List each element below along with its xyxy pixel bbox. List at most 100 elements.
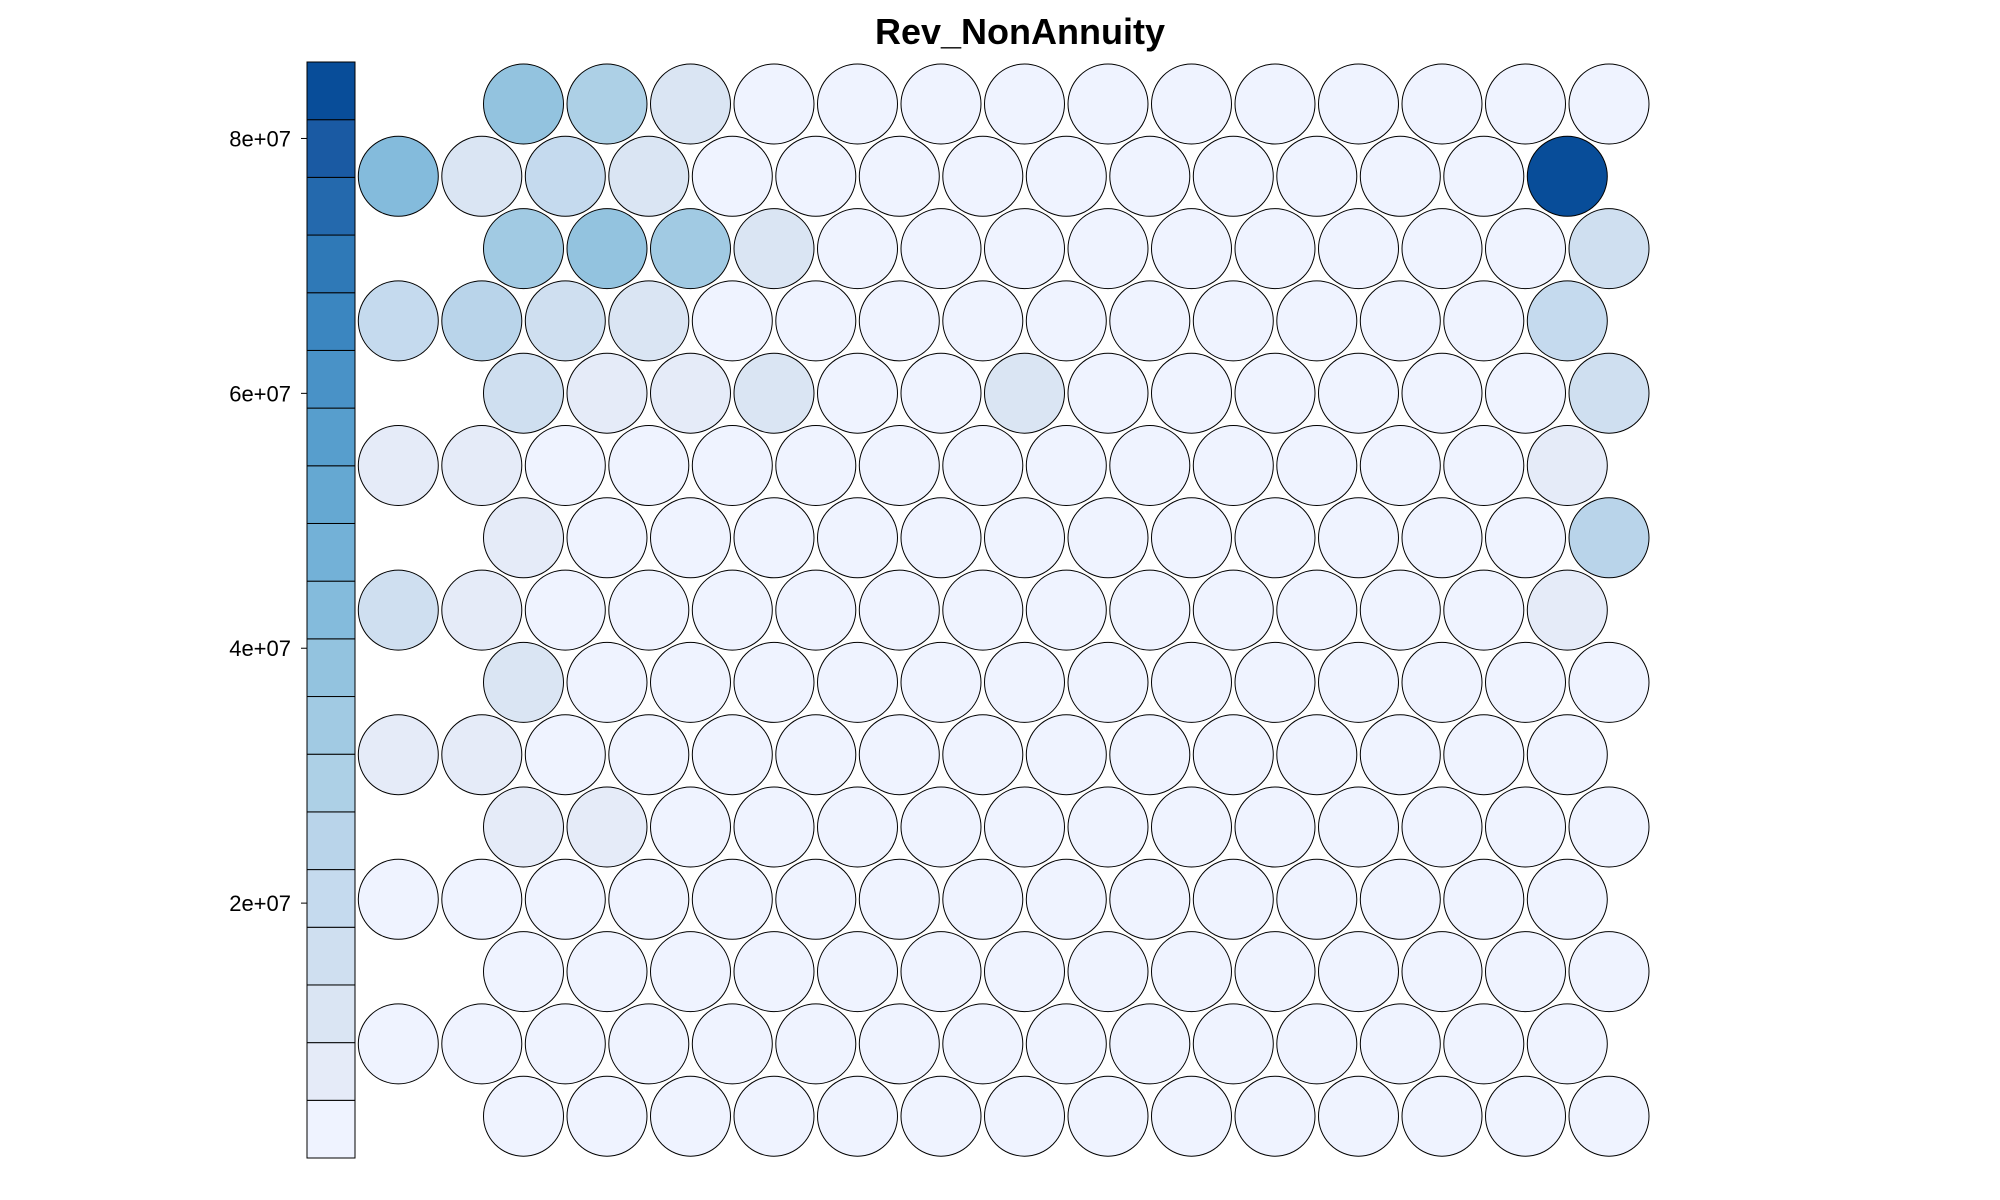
som-node — [1067, 1075, 1149, 1157]
som-node — [1318, 641, 1399, 723]
som-node — [357, 714, 439, 796]
som-node — [1401, 497, 1483, 579]
som-node — [650, 1075, 731, 1157]
som-node — [566, 931, 648, 1013]
som-node — [1234, 208, 1316, 290]
som-node — [984, 63, 1065, 145]
som-node — [483, 208, 564, 290]
legend-tick-label: 2e+07 — [229, 891, 291, 916]
som-node — [733, 208, 815, 290]
som-node-grid — [357, 63, 1650, 1157]
som-node — [817, 497, 898, 579]
som-node — [1025, 280, 1107, 362]
som-node — [608, 714, 690, 796]
som-node — [942, 714, 1024, 796]
som-node — [775, 135, 857, 217]
som-node — [566, 786, 648, 868]
som-node — [900, 641, 982, 723]
som-node — [942, 280, 1024, 362]
som-node — [1568, 497, 1650, 579]
som-node — [566, 1075, 648, 1157]
legend-color-cell — [306, 61, 356, 121]
som-node — [1276, 1003, 1358, 1085]
som-node — [1359, 135, 1441, 217]
som-node — [650, 641, 731, 723]
som-node — [1485, 352, 1566, 434]
som-node — [1151, 786, 1232, 868]
som-node — [942, 569, 1024, 651]
som-node — [858, 714, 940, 796]
legend-color-cell — [306, 292, 356, 351]
som-node — [1067, 641, 1149, 723]
som-node — [1067, 497, 1149, 579]
som-node — [1401, 786, 1483, 868]
som-node — [1025, 425, 1107, 506]
som-node — [1234, 1075, 1316, 1157]
som-node — [650, 352, 731, 434]
som-node — [817, 63, 898, 145]
som-node — [1109, 1003, 1191, 1085]
som-node — [1359, 280, 1441, 362]
som-node — [1443, 280, 1525, 362]
som-node — [608, 425, 690, 506]
som-node — [357, 425, 439, 506]
som-node — [441, 569, 523, 651]
som-node — [1192, 425, 1274, 506]
som-node — [984, 208, 1065, 290]
som-node — [1234, 497, 1316, 579]
som-node — [441, 425, 523, 506]
som-node — [1025, 569, 1107, 651]
som-node — [1443, 135, 1525, 217]
som-node — [1485, 497, 1566, 579]
legend-color-cell — [306, 696, 356, 755]
legend-color-cell — [306, 119, 356, 178]
som-node — [1485, 1075, 1566, 1157]
som-node — [1067, 786, 1149, 868]
som-node — [1151, 1075, 1232, 1157]
som-node — [1192, 858, 1274, 940]
som-node — [1192, 135, 1274, 217]
som-node — [441, 714, 523, 796]
som-node — [733, 497, 815, 579]
som-node — [858, 280, 940, 362]
legend-color-cell — [306, 407, 356, 467]
som-node — [1276, 280, 1358, 362]
som-node — [608, 1003, 690, 1085]
som-node — [566, 208, 648, 290]
som-node — [357, 1003, 439, 1085]
som-node — [357, 135, 439, 217]
som-node — [1276, 858, 1358, 940]
som-node — [1443, 714, 1525, 796]
som-node — [1276, 714, 1358, 796]
som-node — [900, 1075, 982, 1157]
som-node — [1443, 858, 1525, 940]
legend-color-cell — [306, 926, 356, 986]
som-node — [858, 569, 940, 651]
som-node — [1359, 714, 1441, 796]
som-node — [900, 352, 982, 434]
som-node — [691, 569, 773, 651]
som-node — [1401, 641, 1483, 723]
som-node — [1568, 63, 1650, 145]
som-node — [1109, 714, 1191, 796]
som-node — [1485, 641, 1566, 723]
som-node — [733, 63, 815, 145]
som-node — [1526, 135, 1608, 217]
som-node — [900, 497, 982, 579]
som-node — [1234, 641, 1316, 723]
som-node — [691, 714, 773, 796]
som-node — [1234, 931, 1316, 1013]
som-node — [1109, 569, 1191, 651]
som-node — [1067, 63, 1149, 145]
legend-color-cell — [306, 869, 356, 928]
som-node — [524, 569, 606, 651]
som-node — [775, 858, 857, 940]
som-node — [483, 1075, 564, 1157]
som-node — [1151, 208, 1232, 290]
som-node — [984, 931, 1065, 1013]
som-node — [1109, 858, 1191, 940]
som-node — [1568, 931, 1650, 1013]
som-node — [984, 497, 1065, 579]
som-node — [900, 63, 982, 145]
